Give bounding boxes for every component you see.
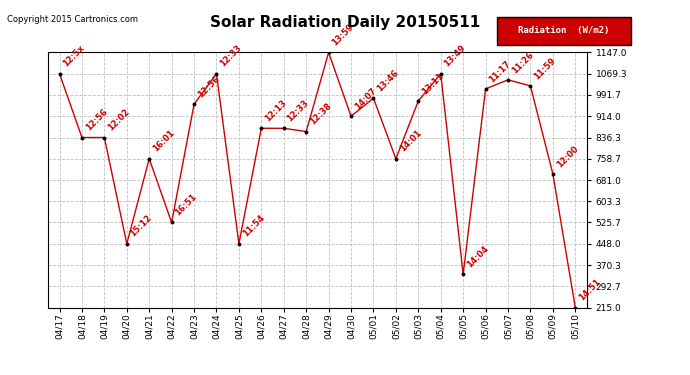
Text: 13:46: 13:46	[375, 68, 400, 93]
Text: 12:02: 12:02	[106, 107, 131, 133]
Text: 12:13: 12:13	[263, 98, 288, 123]
Text: 13:11: 13:11	[420, 71, 445, 96]
Text: 14:04: 14:04	[465, 244, 490, 270]
Text: 13:59: 13:59	[331, 22, 355, 48]
Text: 12:00: 12:00	[555, 144, 580, 169]
Point	[457, 272, 469, 278]
Point	[368, 95, 379, 101]
Point	[278, 125, 289, 131]
Point	[435, 71, 446, 77]
Point	[480, 86, 491, 92]
Point	[166, 219, 177, 225]
Point	[570, 304, 581, 310]
Text: 11:17: 11:17	[487, 58, 513, 84]
Text: 16:01: 16:01	[151, 129, 176, 154]
Text: 12:33: 12:33	[218, 44, 244, 69]
Point	[502, 77, 513, 83]
Text: 11:59: 11:59	[532, 56, 558, 81]
Text: 12:33: 12:33	[286, 98, 310, 123]
Point	[121, 241, 132, 247]
Point	[54, 71, 65, 77]
Point	[525, 83, 536, 89]
Point	[99, 135, 110, 141]
Text: 13:49: 13:49	[442, 44, 468, 69]
Point	[233, 241, 244, 247]
Text: Copyright 2015 Cartronics.com: Copyright 2015 Cartronics.com	[7, 15, 138, 24]
Text: 14:01: 14:01	[397, 129, 423, 154]
Text: Solar Radiation Daily 20150511: Solar Radiation Daily 20150511	[210, 15, 480, 30]
Text: Radiation  (W/m2): Radiation (W/m2)	[518, 26, 610, 36]
Point	[77, 135, 88, 141]
Text: 12:56: 12:56	[196, 74, 221, 99]
Point	[413, 98, 424, 104]
Point	[188, 101, 199, 107]
Point	[144, 156, 155, 162]
Text: 11:54: 11:54	[241, 213, 266, 239]
Point	[211, 71, 222, 77]
Text: 16:51: 16:51	[173, 192, 199, 217]
Text: 12:38: 12:38	[308, 102, 333, 127]
Text: 15:12: 15:12	[128, 213, 154, 239]
Point	[391, 156, 402, 162]
Text: 12:5x: 12:5x	[61, 44, 86, 69]
Text: 14:51: 14:51	[577, 277, 602, 303]
Point	[547, 171, 558, 177]
Text: 12:56: 12:56	[83, 107, 109, 133]
Point	[301, 129, 312, 135]
Text: 11:26: 11:26	[510, 50, 535, 75]
Point	[346, 113, 357, 119]
Text: 14:07: 14:07	[353, 86, 378, 111]
Point	[323, 50, 334, 55]
Point	[256, 125, 267, 131]
